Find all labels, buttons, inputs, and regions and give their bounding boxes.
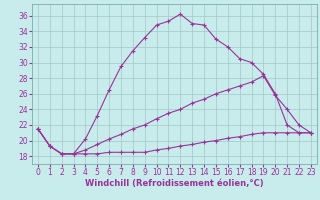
X-axis label: Windchill (Refroidissement éolien,°C): Windchill (Refroidissement éolien,°C) xyxy=(85,179,264,188)
